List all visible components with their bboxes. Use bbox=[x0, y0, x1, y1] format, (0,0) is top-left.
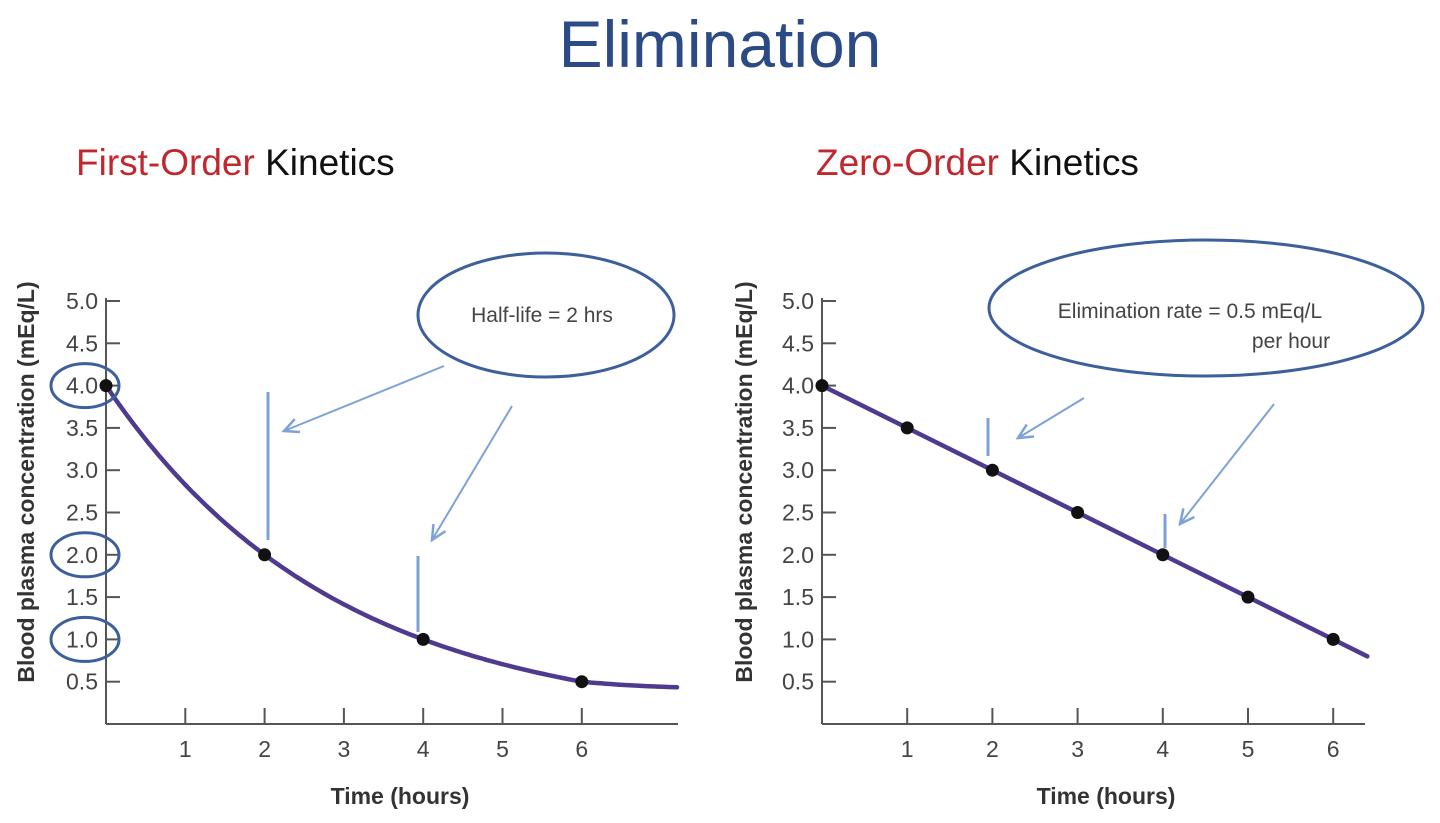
x-tick-label: 5 bbox=[496, 736, 509, 762]
annotation-arrowhead bbox=[430, 523, 447, 543]
chart-title-accent: First-Order bbox=[76, 142, 255, 183]
data-point bbox=[1071, 506, 1085, 519]
x-tick-label: 2 bbox=[986, 736, 999, 762]
y-tick-label: 4.5 bbox=[66, 330, 98, 356]
y-tick-label: 0.5 bbox=[66, 669, 98, 695]
annotation-arrowhead bbox=[281, 418, 301, 434]
y-tick-label: 1.0 bbox=[66, 626, 98, 652]
y-tick-label: 1.5 bbox=[782, 584, 814, 610]
y-tick-label: 1.5 bbox=[66, 584, 98, 610]
chart-title-rest: Kinetics bbox=[998, 142, 1139, 183]
annotation-arrow bbox=[1017, 397, 1085, 439]
annotation-bubble bbox=[987, 238, 1425, 378]
x-tick-label: 4 bbox=[417, 736, 430, 762]
y-tick-label: 5.0 bbox=[782, 288, 814, 314]
y-tick-label: 4.5 bbox=[782, 330, 814, 356]
y-tick-label: 3.0 bbox=[66, 457, 98, 483]
page-title: Elimination bbox=[558, 7, 882, 81]
annotation-arrow bbox=[283, 365, 445, 432]
x-tick-label: 3 bbox=[1071, 736, 1084, 762]
y-axis-label: Blood plasma concentration (mEq/L) bbox=[13, 281, 39, 682]
data-point bbox=[575, 675, 589, 689]
data-point bbox=[258, 548, 272, 562]
x-axis-label: Time (hours) bbox=[1037, 783, 1176, 809]
annotation-text: Half-life = 2 hrs bbox=[471, 304, 613, 327]
x-axis-label: Time (hours) bbox=[331, 783, 470, 809]
y-tick-label: 3.5 bbox=[782, 415, 814, 441]
y-tick-label: 2.5 bbox=[66, 500, 98, 526]
tick-highlight-circle bbox=[49, 531, 121, 579]
annotation-arrow bbox=[431, 405, 513, 541]
chart-first-order: 0.5 1.0 1.5 2.0 2.5 3.0 3.5 4.0 4.5 5.0 1 2 3 4 5 6 Time… bbox=[13, 251, 680, 809]
data-point bbox=[416, 632, 430, 646]
annotation-text: Elimination rate = 0.5 mEq/L bbox=[1058, 300, 1322, 323]
y-tick-label: 4.0 bbox=[782, 373, 814, 399]
data-point bbox=[815, 379, 829, 393]
y-tick-label: 3.0 bbox=[782, 457, 814, 483]
y-tick-label: 2.0 bbox=[66, 542, 98, 568]
x-tick-label: 4 bbox=[1156, 736, 1169, 762]
chart-title-first-order: First-Order Kinetics bbox=[76, 142, 395, 184]
x-tick-label: 1 bbox=[179, 736, 192, 762]
chart-title-accent: Zero-Order bbox=[816, 142, 999, 183]
y-axis-label: Blood plasma concentration (mEq/L) bbox=[731, 281, 757, 682]
x-tick-label: 6 bbox=[575, 736, 588, 762]
x-tick-label: 5 bbox=[1242, 736, 1255, 762]
data-point bbox=[1156, 548, 1170, 562]
y-tick-label: 5.0 bbox=[66, 288, 98, 314]
data-point bbox=[985, 463, 999, 477]
tick-highlight-circle bbox=[49, 615, 121, 663]
y-tick-label: 2.0 bbox=[782, 542, 814, 568]
x-tick-label: 1 bbox=[901, 736, 914, 762]
annotation-bubble bbox=[416, 251, 676, 379]
annotation-arrowhead bbox=[1015, 423, 1035, 440]
data-point bbox=[900, 421, 914, 435]
tick-highlight-circle bbox=[49, 362, 121, 410]
annotation-arrowhead bbox=[1178, 508, 1195, 527]
data-point bbox=[1241, 590, 1255, 604]
x-tick-label: 6 bbox=[1327, 736, 1340, 762]
y-tick-label: 1.0 bbox=[782, 626, 814, 652]
chart-zero-order: 0.5 1.0 1.5 2.0 2.5 3.0 3.5 4.0 4.5 5.0 1 2 3 4 5 6 Time… bbox=[731, 238, 1425, 809]
chart-title-zero-order: Zero-Order Kinetics bbox=[816, 142, 1139, 184]
x-tick-label: 3 bbox=[338, 736, 351, 762]
series-line bbox=[103, 383, 680, 690]
x-tick-label: 2 bbox=[258, 736, 271, 762]
y-tick-label: 2.5 bbox=[782, 500, 814, 526]
annotation-arrow bbox=[1179, 403, 1275, 525]
y-tick-label: 3.5 bbox=[66, 415, 98, 441]
data-point bbox=[1326, 632, 1340, 646]
data-point bbox=[99, 379, 113, 393]
y-tick-label: 0.5 bbox=[782, 669, 814, 695]
annotation-text: per hour bbox=[1252, 330, 1330, 353]
chart-title-rest: Kinetics bbox=[254, 142, 395, 183]
y-tick-label: 4.0 bbox=[66, 373, 98, 399]
